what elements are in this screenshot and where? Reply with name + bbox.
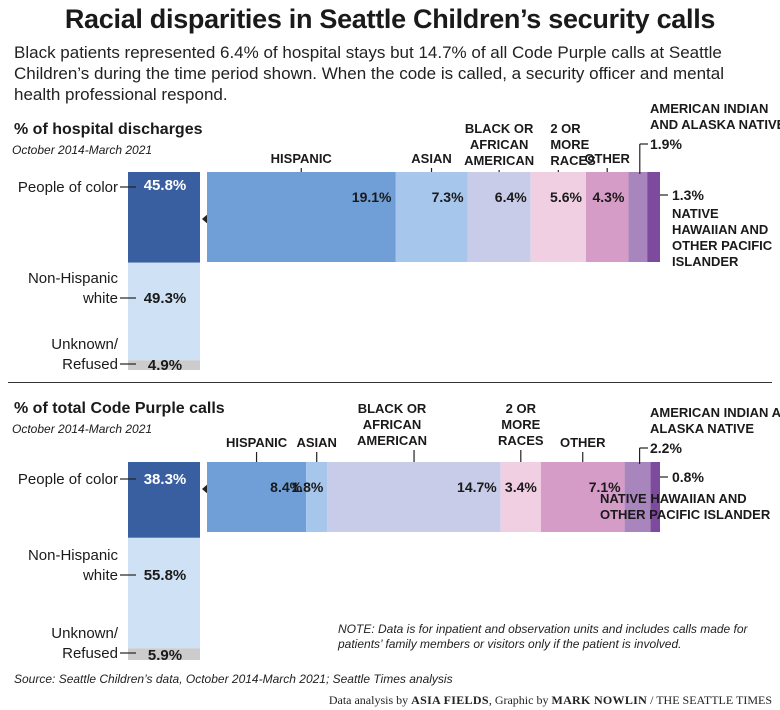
breakdown-value-label: 3.4% xyxy=(505,479,537,495)
category-label: NATIVE HAWAIIAN AND OTHER PACIFIC ISLANDE… xyxy=(600,491,771,522)
category-label: OTHER xyxy=(560,435,606,450)
stack-value-label: 4.9% xyxy=(148,357,182,374)
source-text: Source: Seattle Children’s data, October… xyxy=(14,672,453,686)
breakdown-bar-2 xyxy=(467,172,531,262)
stack-value-label: 49.3% xyxy=(144,290,187,307)
breakdown-bar-5 xyxy=(628,172,648,262)
breakdown-value-label: 1.9% xyxy=(650,136,682,152)
stack-bar-people-of-color xyxy=(128,172,200,263)
breakdown-bar-3 xyxy=(530,172,586,262)
breakdown-value-label: 7.1% xyxy=(589,479,621,495)
breakdown-bar-4 xyxy=(585,172,629,262)
category-label: BLACK OR AFRICAN AMERICAN xyxy=(464,121,534,168)
category-label: NATIVE HAWAIIAN AND OTHER PACIFIC ISLANDER xyxy=(672,206,773,269)
breakdown-bar-6 xyxy=(650,462,660,532)
stack-bar-unknown-refused xyxy=(128,360,200,370)
credit-mid: , Graphic by xyxy=(488,693,549,707)
credit-line: Data analysis by ASIA FIELDS, Graphic by… xyxy=(329,693,772,708)
breakdown-value-label: 1.8% xyxy=(291,479,323,495)
breakdown-bar-0 xyxy=(207,172,396,262)
panel-title: % of hospital discharges xyxy=(14,121,203,138)
breakdown-bar-4 xyxy=(540,462,625,532)
section-divider xyxy=(8,382,772,383)
panel-subtitle: October 2014-March 2021 xyxy=(12,143,152,157)
credit-prefix: Data analysis by xyxy=(328,693,409,707)
stack-bar-unknown-refused xyxy=(128,648,200,660)
stack-bar-non-hispanic-white xyxy=(128,262,200,361)
stack-value-label: 38.3% xyxy=(144,471,187,488)
stack-category-label: People of color xyxy=(18,179,118,196)
chart-title: Racial disparities in Seattle Children’s… xyxy=(64,4,716,34)
breakdown-value-label: 2.2% xyxy=(650,440,682,456)
category-label: 2 OR MORE RACES xyxy=(550,121,596,168)
stack-bar-people-of-color xyxy=(128,462,200,538)
breakdown-value-label: 0.8% xyxy=(672,469,704,485)
breakdown-bar-2 xyxy=(327,462,501,532)
stack-category-label: Unknown/Refused xyxy=(51,625,119,662)
credit-analyst: ASIA FIELDS xyxy=(411,693,489,707)
breakdown-value-label: 19.1% xyxy=(352,189,392,205)
breakdown-value-label: 14.7% xyxy=(457,479,497,495)
breakdown-bar-1 xyxy=(306,462,328,532)
stack-category-label: Unknown/Refused xyxy=(51,336,119,373)
breakdown-value-label: 6.4% xyxy=(495,189,527,205)
breakdown-value-label: 4.3% xyxy=(592,189,624,205)
category-label: ASIAN xyxy=(411,151,451,166)
breakdown-value-label: 7.3% xyxy=(432,189,464,205)
credit-artist: MARK NOWLIN xyxy=(551,693,648,707)
category-label: OTHER xyxy=(584,151,630,166)
breakdown-value-label: 1.3% xyxy=(672,187,704,203)
breakdown-value-label: 5.6% xyxy=(550,189,582,205)
stack-category-label: Non-Hispanic white xyxy=(28,270,119,307)
category-label: 2 OR MORE RACES xyxy=(498,401,544,448)
panel-title: % of total Code Purple calls xyxy=(14,400,225,417)
stack-value-label: 55.8% xyxy=(144,567,187,584)
stack-value-label: 45.8% xyxy=(144,177,187,194)
category-label: AMERICAN INDIAN AND ALASKA NATIVE xyxy=(650,101,780,132)
breakdown-value-label: 8.4% xyxy=(270,479,302,495)
stack-value-label: 5.9% xyxy=(148,647,182,664)
category-label: BLACK OR AFRICAN AMERICAN xyxy=(357,401,427,448)
breakdown-bar-0 xyxy=(207,462,307,532)
credit-suffix: / THE SEATTLE TIMES xyxy=(647,693,772,707)
chart-subtitle: Black patients represented 6.4% of hospi… xyxy=(14,43,724,104)
breakdown-bar-3 xyxy=(500,462,541,532)
category-label: HISPANIC xyxy=(271,151,333,166)
category-label: ASIAN xyxy=(296,435,336,450)
breakdown-bar-6 xyxy=(647,172,660,262)
chart-area: % of hospital discharges October 2014-Mar… xyxy=(12,101,780,664)
stack-category-label: People of color xyxy=(18,471,118,488)
panel-subtitle: October 2014-March 2021 xyxy=(12,422,152,436)
category-label: HISPANIC xyxy=(226,435,288,450)
stack-category-label: Non-Hispanic white xyxy=(28,547,119,584)
note-text: NOTE: Data is for inpatient and observat… xyxy=(338,622,748,651)
stack-bar-non-hispanic-white xyxy=(128,537,200,649)
breakdown-bar-1 xyxy=(395,172,468,262)
breakdown-bar-5 xyxy=(624,462,651,532)
